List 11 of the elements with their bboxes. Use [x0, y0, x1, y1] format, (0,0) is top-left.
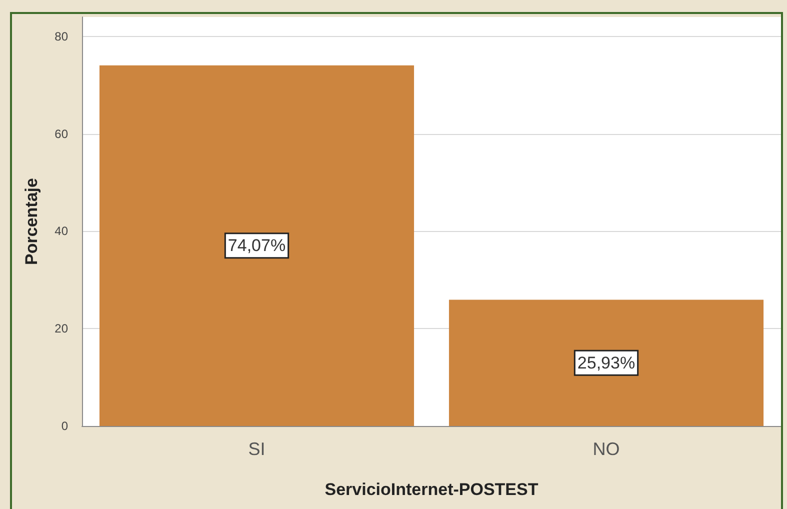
y-tick-label: 60 — [54, 126, 68, 141]
y-axis-title: Porcentaje — [22, 178, 41, 265]
y-tick-label: 40 — [54, 224, 68, 238]
x-tick-label: NO — [592, 439, 620, 459]
y-tick-label: 20 — [54, 322, 68, 336]
x-tick-label: SI — [248, 439, 266, 459]
y-tick-label: 80 — [54, 29, 68, 44]
y-tick-label: 0 — [61, 419, 68, 433]
data-label: 74,07% — [228, 236, 286, 256]
x-axis-title: ServicioInternet-POSTEST — [324, 480, 539, 499]
data-label: 25,93% — [577, 353, 636, 372]
